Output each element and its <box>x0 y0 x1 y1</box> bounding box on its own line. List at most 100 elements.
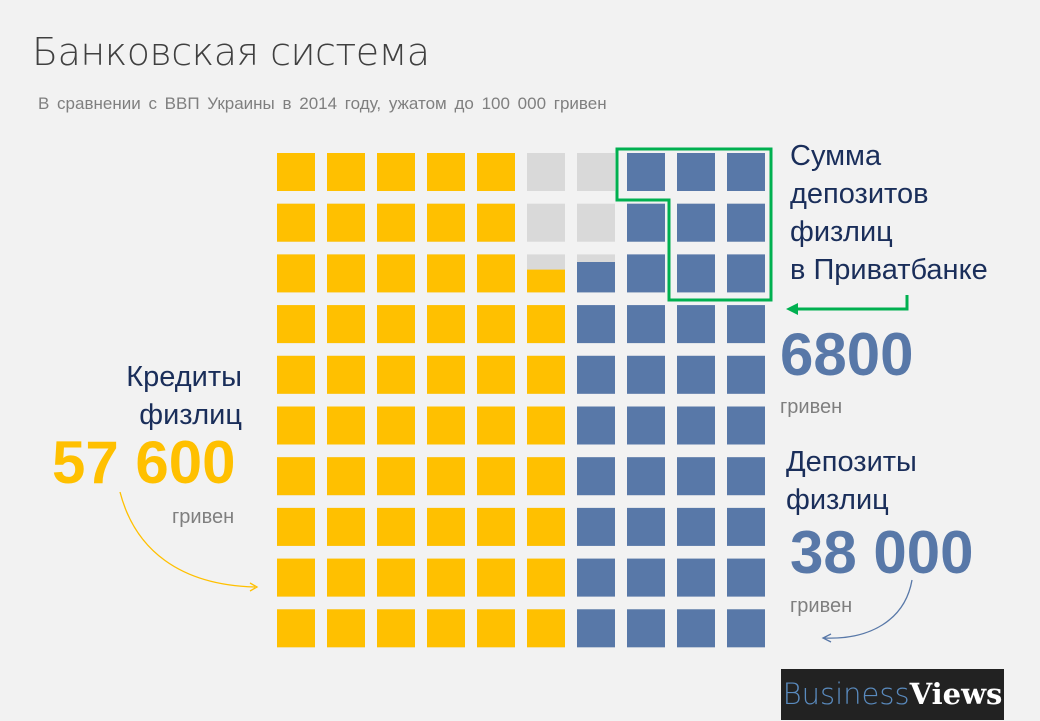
page-title: Банковская система <box>32 30 430 74</box>
waffle-cell-fill <box>677 153 715 191</box>
credits-label-line1: Кредиты <box>126 361 242 393</box>
waffle-cell-fill <box>627 406 665 445</box>
privat-arrow <box>795 295 909 311</box>
deposits-value: 38 000 <box>790 519 974 586</box>
waffle-cell-fill <box>327 355 365 394</box>
credits-unit: гривен <box>172 506 235 528</box>
waffle-cell-fill <box>427 457 465 496</box>
waffle-cell-fill <box>727 558 765 597</box>
waffle-cell-fill <box>627 355 665 394</box>
waffle-cell-fill <box>627 507 665 546</box>
privat-highlight-box <box>615 147 773 302</box>
waffle-cell-fill <box>477 558 515 597</box>
waffle-cell-fill <box>727 153 765 191</box>
waffle-cell-fill <box>477 609 515 648</box>
waffle-cell <box>577 153 615 191</box>
waffle-cell-fill <box>377 609 415 648</box>
waffle-cell-fill <box>427 406 465 445</box>
waffle-cell-fill <box>727 609 765 648</box>
waffle-cell-fill <box>727 254 765 293</box>
waffle-cell-fill <box>327 507 365 546</box>
waffle-cell-fill <box>527 305 565 344</box>
waffle-cell-fill <box>727 203 765 242</box>
waffle-cell-fill <box>327 406 365 445</box>
waffle-cell-fill <box>427 355 465 394</box>
waffle-cell <box>527 203 565 242</box>
privat-label-line: депозитов <box>790 178 929 210</box>
waffle-cell-fill <box>427 305 465 344</box>
waffle-cell-fill <box>477 203 515 242</box>
waffle-cell-fill <box>277 457 315 496</box>
waffle-cell-fill <box>277 203 315 242</box>
waffle-cell-fill <box>527 406 565 445</box>
waffle-cell-fill <box>277 558 315 597</box>
waffle-cell-fill <box>527 507 565 546</box>
waffle-cell-fill <box>477 305 515 344</box>
waffle-cell-fill <box>327 558 365 597</box>
waffle-cell-fill <box>277 507 315 546</box>
waffle-cell <box>527 153 565 191</box>
logo-part2: Views <box>909 677 1003 711</box>
deposits-arrowhead-icon <box>821 633 832 643</box>
credits-arrow <box>119 491 256 588</box>
waffle-cell-fill <box>727 507 765 546</box>
waffle-cell-fill <box>677 305 715 344</box>
waffle-cell-fill <box>627 558 665 597</box>
waffle-cell-fill <box>727 457 765 496</box>
waffle-cell-fill <box>327 305 365 344</box>
waffle-cell-fill <box>277 406 315 445</box>
waffle-cell-fill <box>727 406 765 445</box>
waffle-cell-fill <box>727 355 765 394</box>
waffle-cell-fill <box>727 305 765 344</box>
waffle-cell <box>577 203 615 242</box>
waffle-cell-fill <box>377 203 415 242</box>
waffle-cell-fill <box>427 558 465 597</box>
waffle-cell-fill <box>327 609 365 648</box>
privat-label: Сумма депозитов физлиц в Приватбанке <box>790 137 988 289</box>
waffle-cell-fill <box>377 558 415 597</box>
waffle-cell-fill <box>327 457 365 496</box>
waffle-cell-fill <box>477 406 515 445</box>
waffle-cell-fill <box>377 254 415 293</box>
waffle-cell-fill <box>277 609 315 648</box>
waffle-cell-fill <box>277 355 315 394</box>
deposits-unit: гривен <box>790 595 853 617</box>
deposits-label: Депозиты физлиц <box>786 443 917 519</box>
credits-arrowhead-icon <box>249 582 259 592</box>
waffle-cell-fill <box>427 507 465 546</box>
waffle-cell-fill <box>327 153 365 191</box>
waffle-cell-fill <box>577 406 615 445</box>
privat-label-line: Сумма <box>790 140 882 172</box>
waffle-cell-fill <box>427 609 465 648</box>
waffle-cell-fill <box>627 305 665 344</box>
waffle-cell-fill <box>577 507 615 546</box>
waffle-cell-fill <box>577 305 615 344</box>
credits-label-line2: физлиц <box>139 399 242 431</box>
waffle-cell-fill <box>277 153 315 191</box>
waffle-cell-fill <box>677 609 715 648</box>
waffle-cell-fill <box>477 153 515 191</box>
waffle-cell-fill <box>277 305 315 344</box>
waffle-cell-fill <box>627 153 665 191</box>
deposits-label-line2: физлиц <box>786 484 889 516</box>
waffle-cell-fill <box>427 153 465 191</box>
waffle-cell-fill <box>477 507 515 546</box>
waffle-cell-fill <box>677 507 715 546</box>
deposits-label-line1: Депозиты <box>786 446 917 478</box>
waffle-cell-fill <box>527 355 565 394</box>
waffle-cell-fill <box>577 262 615 293</box>
waffle-cell-fill <box>327 203 365 242</box>
waffle-cell-fill <box>377 305 415 344</box>
waffle-cell-fill <box>677 558 715 597</box>
waffle-cell-fill <box>677 203 715 242</box>
waffle-cell-fill <box>327 254 365 293</box>
subtitle: В сравнении с ВВП Украины в 2014 году, у… <box>38 94 607 113</box>
waffle-cell-fill <box>427 203 465 242</box>
waffle-cell-fill <box>627 457 665 496</box>
waffle-cell-fill <box>677 406 715 445</box>
waffle-cell-fill <box>627 254 665 293</box>
waffle-cell-fill <box>427 254 465 293</box>
waffle-cell-fill <box>527 457 565 496</box>
logo-part1: Business <box>782 677 910 711</box>
waffle-cell-fill <box>577 609 615 648</box>
